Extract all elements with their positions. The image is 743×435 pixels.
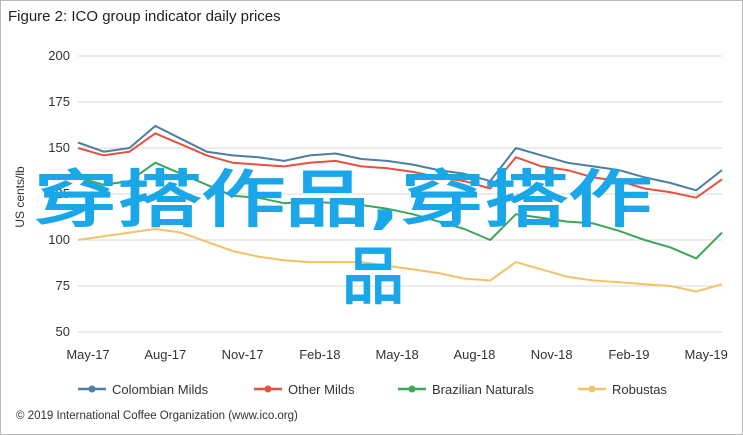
- y-tick-label: 150: [48, 140, 70, 155]
- x-tick-label: Nov-18: [531, 347, 573, 362]
- series-lines: [77, 124, 723, 293]
- legend-label-robustas: Robustas: [612, 382, 667, 397]
- y-tick-label: 100: [48, 232, 70, 247]
- x-tick-label: Feb-19: [608, 347, 649, 362]
- watermark-line-1: 穿搭作品,穿搭作: [34, 163, 652, 236]
- watermark-line-2: 品: [342, 240, 404, 313]
- x-tick-label: May-18: [375, 347, 418, 362]
- legend-marker-robustas: [588, 385, 596, 393]
- legend: Colombian Milds Other Milds Brazilian Natu…: [78, 382, 667, 397]
- x-tick-label: Aug-18: [453, 347, 495, 362]
- y-axis-label: US cents/lb: [13, 166, 27, 228]
- legend-label-brazilian-naturals: Brazilian Naturals: [432, 382, 534, 397]
- x-tick-label: May-19: [685, 347, 728, 362]
- legend-label-colombian-milds: Colombian Milds: [112, 382, 209, 397]
- x-tick-label: May-17: [66, 347, 109, 362]
- y-tick-label: 75: [56, 278, 70, 293]
- x-tick-label: Nov-17: [222, 347, 264, 362]
- x-axis-ticks: May-17 Aug-17 Nov-17 Feb-18 May-18 Aug-18 Nov-…: [66, 347, 728, 362]
- x-tick-label: Aug-17: [144, 347, 186, 362]
- legend-marker-colombian-milds: [88, 385, 96, 393]
- gridlines: [78, 55, 722, 333]
- legend-marker-brazilian-naturals: [408, 385, 416, 393]
- y-tick-label: 50: [56, 324, 70, 339]
- y-axis-ticks: 50 75 100 125 150 175 200: [48, 48, 70, 339]
- y-tick-label: 200: [48, 48, 70, 63]
- y-tick-label: 125: [48, 186, 70, 201]
- series-line-other-milds: [77, 132, 723, 199]
- y-tick-label: 175: [48, 94, 70, 109]
- series-line-robustas: [77, 228, 723, 293]
- x-tick-label: Feb-18: [299, 347, 340, 362]
- series-line-colombian-milds: [77, 124, 723, 192]
- legend-label-other-milds: Other Milds: [288, 382, 355, 397]
- chart-title: Figure 2: ICO group indicator daily pric…: [8, 8, 281, 25]
- legend-marker-other-milds: [264, 385, 272, 393]
- copyright-credit: © 2019 International Coffee Organization…: [16, 410, 298, 422]
- series-line-brazilian-naturals: [77, 161, 723, 260]
- watermark-overlay: 穿搭作品,穿搭作 品: [34, 163, 652, 313]
